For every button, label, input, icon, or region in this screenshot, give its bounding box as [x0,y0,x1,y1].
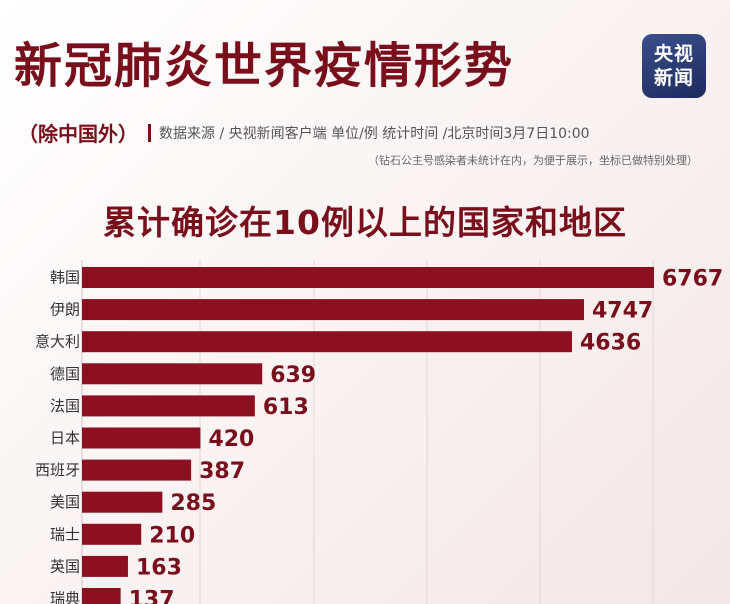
bar [82,427,201,449]
value-label: 639 [270,363,316,388]
bar [82,395,255,417]
bar [82,267,654,288]
bar [82,459,192,481]
bar [82,555,128,577]
logo-text-top: 央视 [653,43,694,65]
category-label: 美国 [50,493,80,511]
bar [82,331,572,353]
cctv-news-logo: 央视 新闻 [642,34,706,98]
category-label: 韩国 [50,269,80,287]
footnote: （钻石公主号感染者未统计在内，为便于展示，坐标已做特别处理） [368,154,698,167]
data-source-text: 数据来源 / 央视新闻客户端 单位/例 统计时间 /北京时间3月7日10:00 [159,125,590,142]
category-label: 德国 [50,365,80,383]
bar [82,491,163,513]
category-label: 瑞士 [50,525,80,543]
divider-bar [148,123,151,142]
category-label: 法国 [50,397,80,415]
bar-chart: 韩国 6767 伊朗 4747 意大利 4636 德国 639 法国 613 日本 420 西班牙 387… [35,260,723,604]
subtitle-row: （除中国外） 数据来源 / 央视新闻客户端 单位/例 统计时间 /北京时间3月7… [18,118,590,147]
category-label: 伊朗 [50,301,80,319]
value-label: 4636 [580,331,641,356]
category-label: 意大利 [35,333,80,351]
category-label: 英国 [50,557,80,575]
page-title: 新冠肺炎世界疫情形势 [14,38,515,94]
value-label: 6767 [662,267,723,292]
bar [82,299,584,321]
logo-text-bottom: 新闻 [653,67,694,89]
value-label: 163 [136,555,182,580]
value-label: 420 [208,427,254,452]
chart-title: 累计确诊在10例以上的国家和地区 [103,203,627,242]
category-label: 瑞典 [50,590,80,604]
category-label: 西班牙 [35,461,80,479]
category-label: 日本 [50,429,80,447]
bar [82,523,142,545]
bar [82,363,263,385]
value-label: 387 [199,459,245,484]
value-label: 613 [263,395,309,420]
excluding-china-label: （除中国外） [18,122,138,146]
bar [82,588,121,604]
value-label: 137 [129,588,175,604]
value-label: 210 [149,523,195,548]
value-label: 285 [170,491,216,516]
value-label: 4747 [592,299,653,324]
